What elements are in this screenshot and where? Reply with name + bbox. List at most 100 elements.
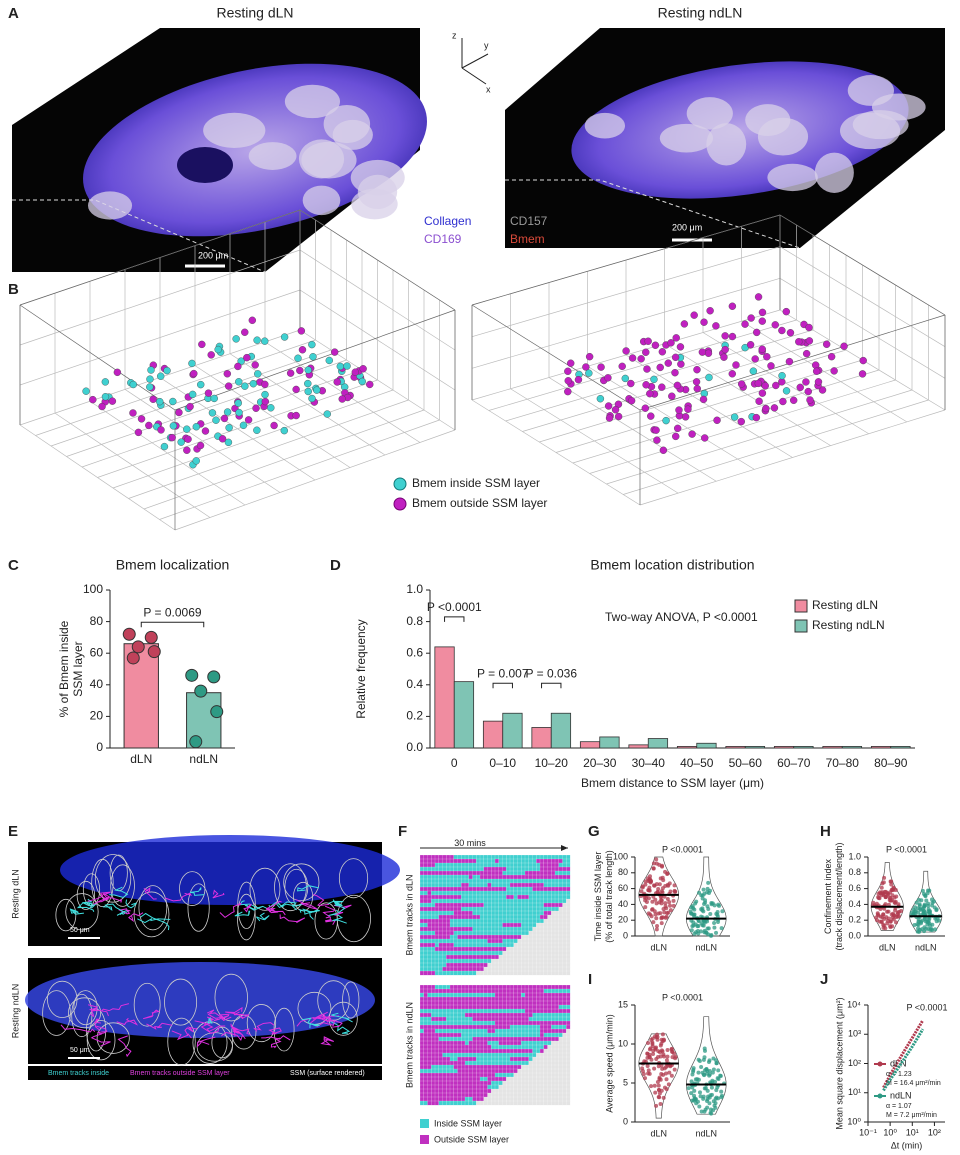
heat-cell (431, 1012, 436, 1018)
heat-cell (524, 942, 530, 948)
heat-cell (476, 886, 481, 892)
heat-cell (487, 988, 492, 994)
heat-cell (491, 938, 496, 944)
heat-cell (479, 966, 485, 972)
x-tick-label: 10⁻¹ (859, 1127, 877, 1137)
jitter-dot (710, 1078, 715, 1083)
jitter-dot (647, 885, 652, 890)
heat-cell (457, 906, 462, 912)
heat-cell (457, 866, 462, 872)
heat-cell (502, 878, 507, 884)
heat-cell (498, 996, 503, 1002)
bar (696, 742, 717, 749)
heat-cell (566, 862, 571, 868)
heat-cell (423, 938, 428, 944)
heat-cell (438, 922, 443, 928)
heat-cell (431, 970, 436, 976)
heat-cell (509, 1040, 515, 1046)
heat-cell (431, 866, 436, 872)
heat-cell (438, 950, 443, 956)
heat-cell (513, 1088, 518, 1094)
heat-cell (431, 954, 436, 960)
heat-cell (506, 874, 511, 880)
heat-cell (479, 1024, 485, 1030)
jitter-dot (921, 908, 926, 913)
heat-cell (453, 1068, 458, 1074)
heat-cell (453, 874, 458, 880)
heat-cell (419, 942, 425, 948)
heat-cell (539, 942, 545, 948)
heat-cell (502, 886, 507, 892)
heat-cell (532, 1072, 537, 1078)
jitter-dot (916, 923, 921, 928)
heat-cell (532, 992, 537, 998)
heat-cell (472, 1056, 477, 1062)
heat-cell (536, 984, 541, 990)
heat-cell (562, 1044, 567, 1050)
heat-cell (513, 866, 518, 872)
jitter-dot (643, 879, 648, 884)
heat-cell (449, 890, 455, 896)
heat-cell (528, 1040, 533, 1046)
heat-cell (502, 992, 507, 998)
jitter-dot (926, 909, 931, 914)
heat-cell (498, 906, 503, 912)
heat-cell (521, 992, 526, 998)
heat-cell (491, 934, 496, 940)
heat-cell (476, 1028, 481, 1034)
jitter-dot (883, 895, 888, 900)
heat-cell (491, 1080, 496, 1086)
heat-cell (438, 918, 443, 924)
follicle-outline (86, 1020, 116, 1061)
jitter-dot (883, 889, 888, 894)
heat-cell (431, 934, 436, 940)
heat-cell (461, 1048, 466, 1054)
heat-cell (457, 1080, 462, 1086)
heat-cell (532, 970, 537, 976)
cell-dot (747, 314, 755, 322)
jitter-dot (694, 1101, 699, 1106)
heat-cell (461, 878, 466, 884)
heat-cell (476, 1044, 481, 1050)
heat-cell (554, 922, 560, 928)
heat-cell (434, 1008, 440, 1014)
heat-cell (491, 1056, 496, 1062)
heat-cell (453, 1028, 458, 1034)
heat-cell (517, 1076, 522, 1082)
track (200, 1022, 226, 1033)
heat-cell (494, 984, 500, 990)
y-tick-label: 0.2 (848, 915, 861, 925)
heat-cell (551, 854, 556, 860)
cell-dot (168, 433, 176, 442)
heat-cell (543, 1044, 548, 1050)
heat-cell (517, 862, 522, 868)
heat-cell (472, 866, 477, 872)
x-tick-label: 10² (928, 1127, 941, 1137)
heat-cell (446, 1056, 451, 1062)
heat-cell (491, 1076, 496, 1082)
box-edge (505, 179, 801, 249)
heat-cell (517, 882, 522, 888)
heat-cell (472, 938, 477, 944)
heat-cell (551, 1092, 556, 1098)
jitter-dot (711, 1067, 716, 1072)
heat-cell (532, 950, 537, 956)
heat-cell (483, 958, 488, 964)
annotation: P <0.0001 (662, 992, 703, 1002)
heat-cell (506, 890, 511, 896)
jitter-dot (691, 1066, 696, 1071)
heat-cell (558, 1012, 563, 1018)
cell-dot (220, 414, 229, 423)
heat-cell (558, 1032, 563, 1038)
heat-cell (506, 914, 511, 920)
heat-cell (427, 910, 432, 916)
heat-cell (434, 1012, 440, 1018)
heat-cell (528, 1084, 533, 1090)
heat-cell (434, 1072, 440, 1078)
heat-cell (438, 992, 443, 998)
heat-cell (457, 966, 462, 972)
heat-cell (513, 966, 518, 972)
heat-cell (513, 898, 518, 904)
heat-cell (427, 962, 432, 968)
heat-cell (461, 906, 466, 912)
